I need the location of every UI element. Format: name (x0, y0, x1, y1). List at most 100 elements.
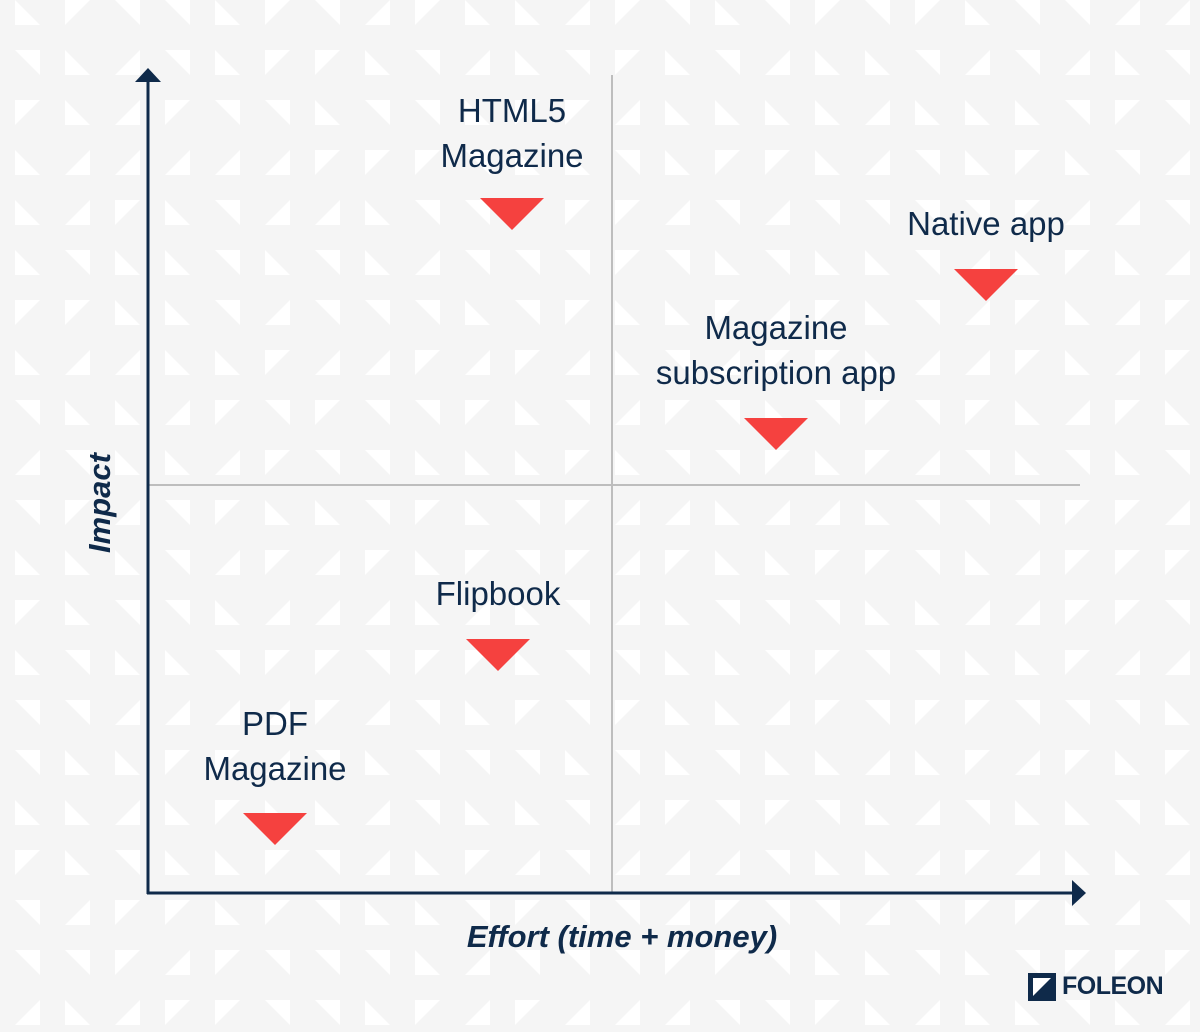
background-triangle (665, 600, 690, 625)
background-triangle (315, 0, 340, 25)
background-triangle (165, 0, 190, 25)
background-triangle (665, 850, 690, 875)
background-triangle (715, 650, 740, 675)
background-triangle (715, 300, 740, 325)
background-triangle (115, 850, 140, 875)
background-triangle (415, 850, 440, 875)
background-triangle (965, 650, 990, 675)
background-triangle (65, 0, 90, 25)
label-line: Native app (907, 205, 1065, 242)
background-triangle (165, 800, 190, 825)
background-triangle (1115, 50, 1140, 75)
background-triangle (65, 950, 90, 975)
background-triangle (715, 350, 740, 375)
logo-text: FOLEON (1062, 972, 1164, 1000)
background-triangle (565, 900, 590, 925)
background-triangle (1015, 650, 1040, 675)
background-triangle (1065, 0, 1090, 25)
marker-native-app (954, 269, 1018, 301)
background-triangle (115, 300, 140, 325)
background-triangle (515, 900, 540, 925)
background-triangle (265, 200, 290, 225)
background-triangle (415, 550, 440, 575)
background-triangle (715, 700, 740, 725)
background-triangle (365, 250, 390, 275)
background-triangle (515, 0, 540, 25)
background-triangle (565, 50, 590, 75)
background-triangle (365, 900, 390, 925)
background-triangle (565, 0, 590, 25)
background-triangle (565, 600, 590, 625)
background-triangle (15, 100, 40, 125)
label-line: PDF (242, 705, 308, 742)
background-triangle (115, 550, 140, 575)
background-triangle (815, 300, 840, 325)
background-triangle (165, 550, 190, 575)
background-triangle (765, 800, 790, 825)
background-triangle (215, 900, 240, 925)
background-triangle (765, 750, 790, 775)
background-triangle (965, 50, 990, 75)
background-triangle (15, 500, 40, 525)
background-triangle (665, 50, 690, 75)
background-triangle (765, 450, 790, 475)
background-triangle (1015, 600, 1040, 625)
background-triangle (215, 800, 240, 825)
background-triangle (15, 350, 40, 375)
background-triangle (815, 0, 840, 25)
background-triangle (15, 450, 40, 475)
background-triangle (915, 800, 940, 825)
background-triangle (1015, 500, 1040, 525)
background-triangle (615, 1000, 640, 1025)
background-triangle (915, 300, 940, 325)
background-triangle (365, 150, 390, 175)
background-triangle (165, 500, 190, 525)
item-label-native-app: Native app (907, 201, 1065, 246)
background-triangle (315, 800, 340, 825)
background-triangle (765, 700, 790, 725)
background-triangle (515, 800, 540, 825)
background-triangle (15, 850, 40, 875)
background-triangle (915, 950, 940, 975)
background-triangle (1015, 300, 1040, 325)
background-triangle (115, 700, 140, 725)
background-triangle (865, 400, 890, 425)
background-triangle (665, 450, 690, 475)
x-axis-label: Effort (time + money) (466, 919, 778, 954)
background-triangle (615, 100, 640, 125)
background-triangle (365, 750, 390, 775)
background-triangle (915, 200, 940, 225)
background-triangle (265, 750, 290, 775)
background-triangle (565, 850, 590, 875)
background-triangle (515, 50, 540, 75)
background-triangle (465, 900, 490, 925)
background-triangle (965, 300, 990, 325)
background-triangle (665, 250, 690, 275)
background-triangle (65, 400, 90, 425)
background-triangle (465, 800, 490, 825)
background-triangle (615, 250, 640, 275)
background-triangle (1015, 750, 1040, 775)
background-triangle (515, 700, 540, 725)
background-triangle (1115, 0, 1140, 25)
background-triangle (215, 500, 240, 525)
background-triangle (215, 0, 240, 25)
background-triangle (115, 250, 140, 275)
background-triangle (1065, 400, 1090, 425)
background-triangle (165, 950, 190, 975)
background-triangle (415, 500, 440, 525)
background-triangle (615, 750, 640, 775)
background-triangle (815, 450, 840, 475)
background-triangle (15, 550, 40, 575)
background-triangle (665, 0, 690, 25)
background-triangle (465, 250, 490, 275)
background-triangle (165, 850, 190, 875)
background-triangle (1015, 200, 1040, 225)
background-triangle (1015, 850, 1040, 875)
background-triangle (215, 700, 240, 725)
background-triangle (815, 650, 840, 675)
background-triangle (1115, 400, 1140, 425)
background-triangle (365, 450, 390, 475)
background-triangle (815, 950, 840, 975)
